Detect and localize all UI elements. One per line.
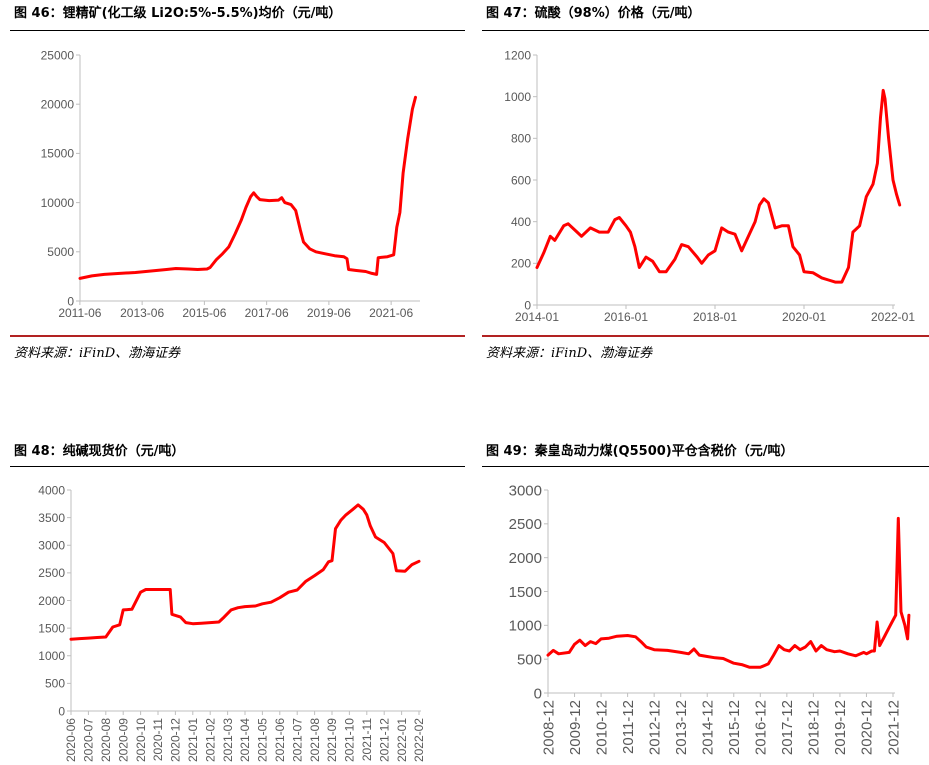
x-tick-label: 2020-06 (64, 718, 78, 762)
y-tick-label: 1500 (38, 621, 65, 635)
x-tick-label: 2021-07 (290, 718, 304, 762)
y-tick-label: 1000 (509, 618, 542, 635)
x-tick-label: 2020-09 (116, 718, 130, 762)
x-tick-label: 2020-08 (99, 718, 113, 762)
y-tick-label: 10000 (41, 196, 75, 210)
y-tick-label: 500 (45, 677, 65, 691)
y-tick-label: 500 (517, 652, 542, 669)
x-tick-label: 2008-12 (540, 700, 557, 755)
y-tick-label: 200 (511, 257, 531, 271)
x-tick-label: 2020-11 (151, 718, 165, 761)
x-tick-label: 2014-12 (699, 700, 716, 755)
x-tick-label: 2015-12 (726, 700, 743, 755)
y-tick-label: 4000 (38, 483, 65, 497)
y-tick-label: 2500 (38, 566, 65, 580)
series-line (546, 516, 911, 669)
y-tick-label: 0 (58, 704, 65, 718)
x-tick-label: 2018-12 (806, 700, 823, 755)
x-tick-label: 2017-12 (779, 700, 796, 755)
x-tick-label: 2015-06 (182, 306, 226, 320)
x-tick-label: 2016-12 (753, 700, 770, 755)
y-tick-label: 2500 (509, 516, 542, 533)
figure-47-title: 图 47：硫酸（98%）价格（元/吨） (486, 6, 701, 21)
x-tick-label: 2011-06 (58, 306, 101, 320)
y-tick-label: 2000 (38, 594, 65, 608)
figure-47-title-rule (482, 30, 929, 31)
y-tick-label: 25000 (41, 48, 75, 62)
x-tick-label: 2021-05 (256, 718, 270, 762)
x-tick-label: 2021-03 (221, 718, 235, 762)
x-tick-label: 2022-01 (395, 718, 409, 762)
x-tick-label: 2021-11 (360, 718, 374, 761)
figure-48-title: 图 48：纯碱现货价（元/吨） (14, 444, 185, 459)
x-tick-label: 2021-12 (377, 718, 391, 762)
y-tick-label: 3500 (38, 511, 65, 525)
x-tick-label: 2014-01 (515, 310, 559, 324)
figure-48-title-rule (10, 466, 465, 467)
x-tick-label: 2011-12 (620, 700, 637, 754)
x-tick-label: 2021-04 (238, 718, 252, 762)
y-tick-label: 1000 (504, 90, 531, 104)
x-tick-label: 2022-02 (412, 718, 426, 762)
y-tick-label: 0 (534, 685, 542, 702)
series-line (535, 88, 902, 284)
figure-49-title: 图 49：秦皇岛动力煤(Q5500)平仓含税价（元/吨） (486, 444, 794, 459)
y-tick-label: 3000 (509, 482, 542, 499)
x-tick-label: 2018-01 (693, 310, 737, 324)
y-tick-label: 1000 (38, 649, 65, 663)
figure-46-title-rule (10, 30, 465, 31)
x-tick-label: 2020-12 (859, 700, 876, 755)
x-tick-label: 2020-12 (169, 718, 183, 762)
y-tick-label: 5000 (47, 245, 74, 259)
x-tick-label: 2009-12 (567, 700, 584, 755)
figure-46-source: 资料来源：iFinD、渤海证券 (14, 346, 181, 361)
x-tick-label: 2019-06 (307, 306, 351, 320)
figure-47-bottom-rule (482, 335, 929, 337)
x-tick-label: 2021-01 (186, 718, 200, 762)
x-tick-label: 2013-12 (673, 700, 690, 755)
y-tick-label: 2000 (509, 550, 542, 567)
x-tick-label: 2013-06 (120, 306, 164, 320)
y-tick-label: 1200 (504, 48, 531, 62)
y-tick-label: 400 (511, 215, 531, 229)
x-tick-label: 2021-06 (369, 306, 413, 320)
x-tick-label: 2020-01 (782, 310, 826, 324)
y-tick-label: 800 (511, 132, 531, 146)
x-tick-label: 2020-07 (82, 718, 96, 762)
x-tick-label: 2021-06 (273, 718, 287, 762)
x-tick-label: 2012-12 (646, 700, 663, 755)
x-tick-label: 2019-12 (832, 700, 849, 755)
y-tick-label: 0 (524, 298, 531, 312)
x-tick-label: 2021-08 (308, 718, 322, 762)
y-tick-label: 600 (511, 173, 531, 187)
x-tick-label: 2016-01 (604, 310, 648, 324)
y-tick-label: 15000 (41, 147, 75, 161)
figure-46-bottom-rule (10, 335, 465, 337)
x-tick-label: 2021-10 (343, 718, 357, 762)
x-tick-label: 2010-12 (593, 700, 610, 755)
series-line (69, 503, 421, 641)
x-tick-label: 2021-02 (203, 718, 217, 762)
figure-49-title-rule (482, 466, 929, 467)
x-tick-label: 2021-09 (325, 718, 339, 762)
x-tick-label: 2020-10 (134, 718, 148, 762)
figure-47-source: 资料来源：iFinD、渤海证券 (486, 346, 653, 361)
figure-46-title: 图 46：锂精矿(化工级 Li2O:5%-5.5%)均价（元/吨） (14, 6, 342, 21)
y-tick-label: 3000 (38, 539, 65, 553)
x-tick-label: 2022-01 (871, 310, 915, 324)
y-tick-label: 0 (67, 294, 74, 308)
x-tick-label: 2017-06 (245, 306, 289, 320)
series-line (78, 95, 417, 280)
y-tick-label: 1500 (509, 584, 542, 601)
x-tick-label: 2021-12 (885, 700, 902, 755)
y-tick-label: 20000 (41, 98, 75, 112)
